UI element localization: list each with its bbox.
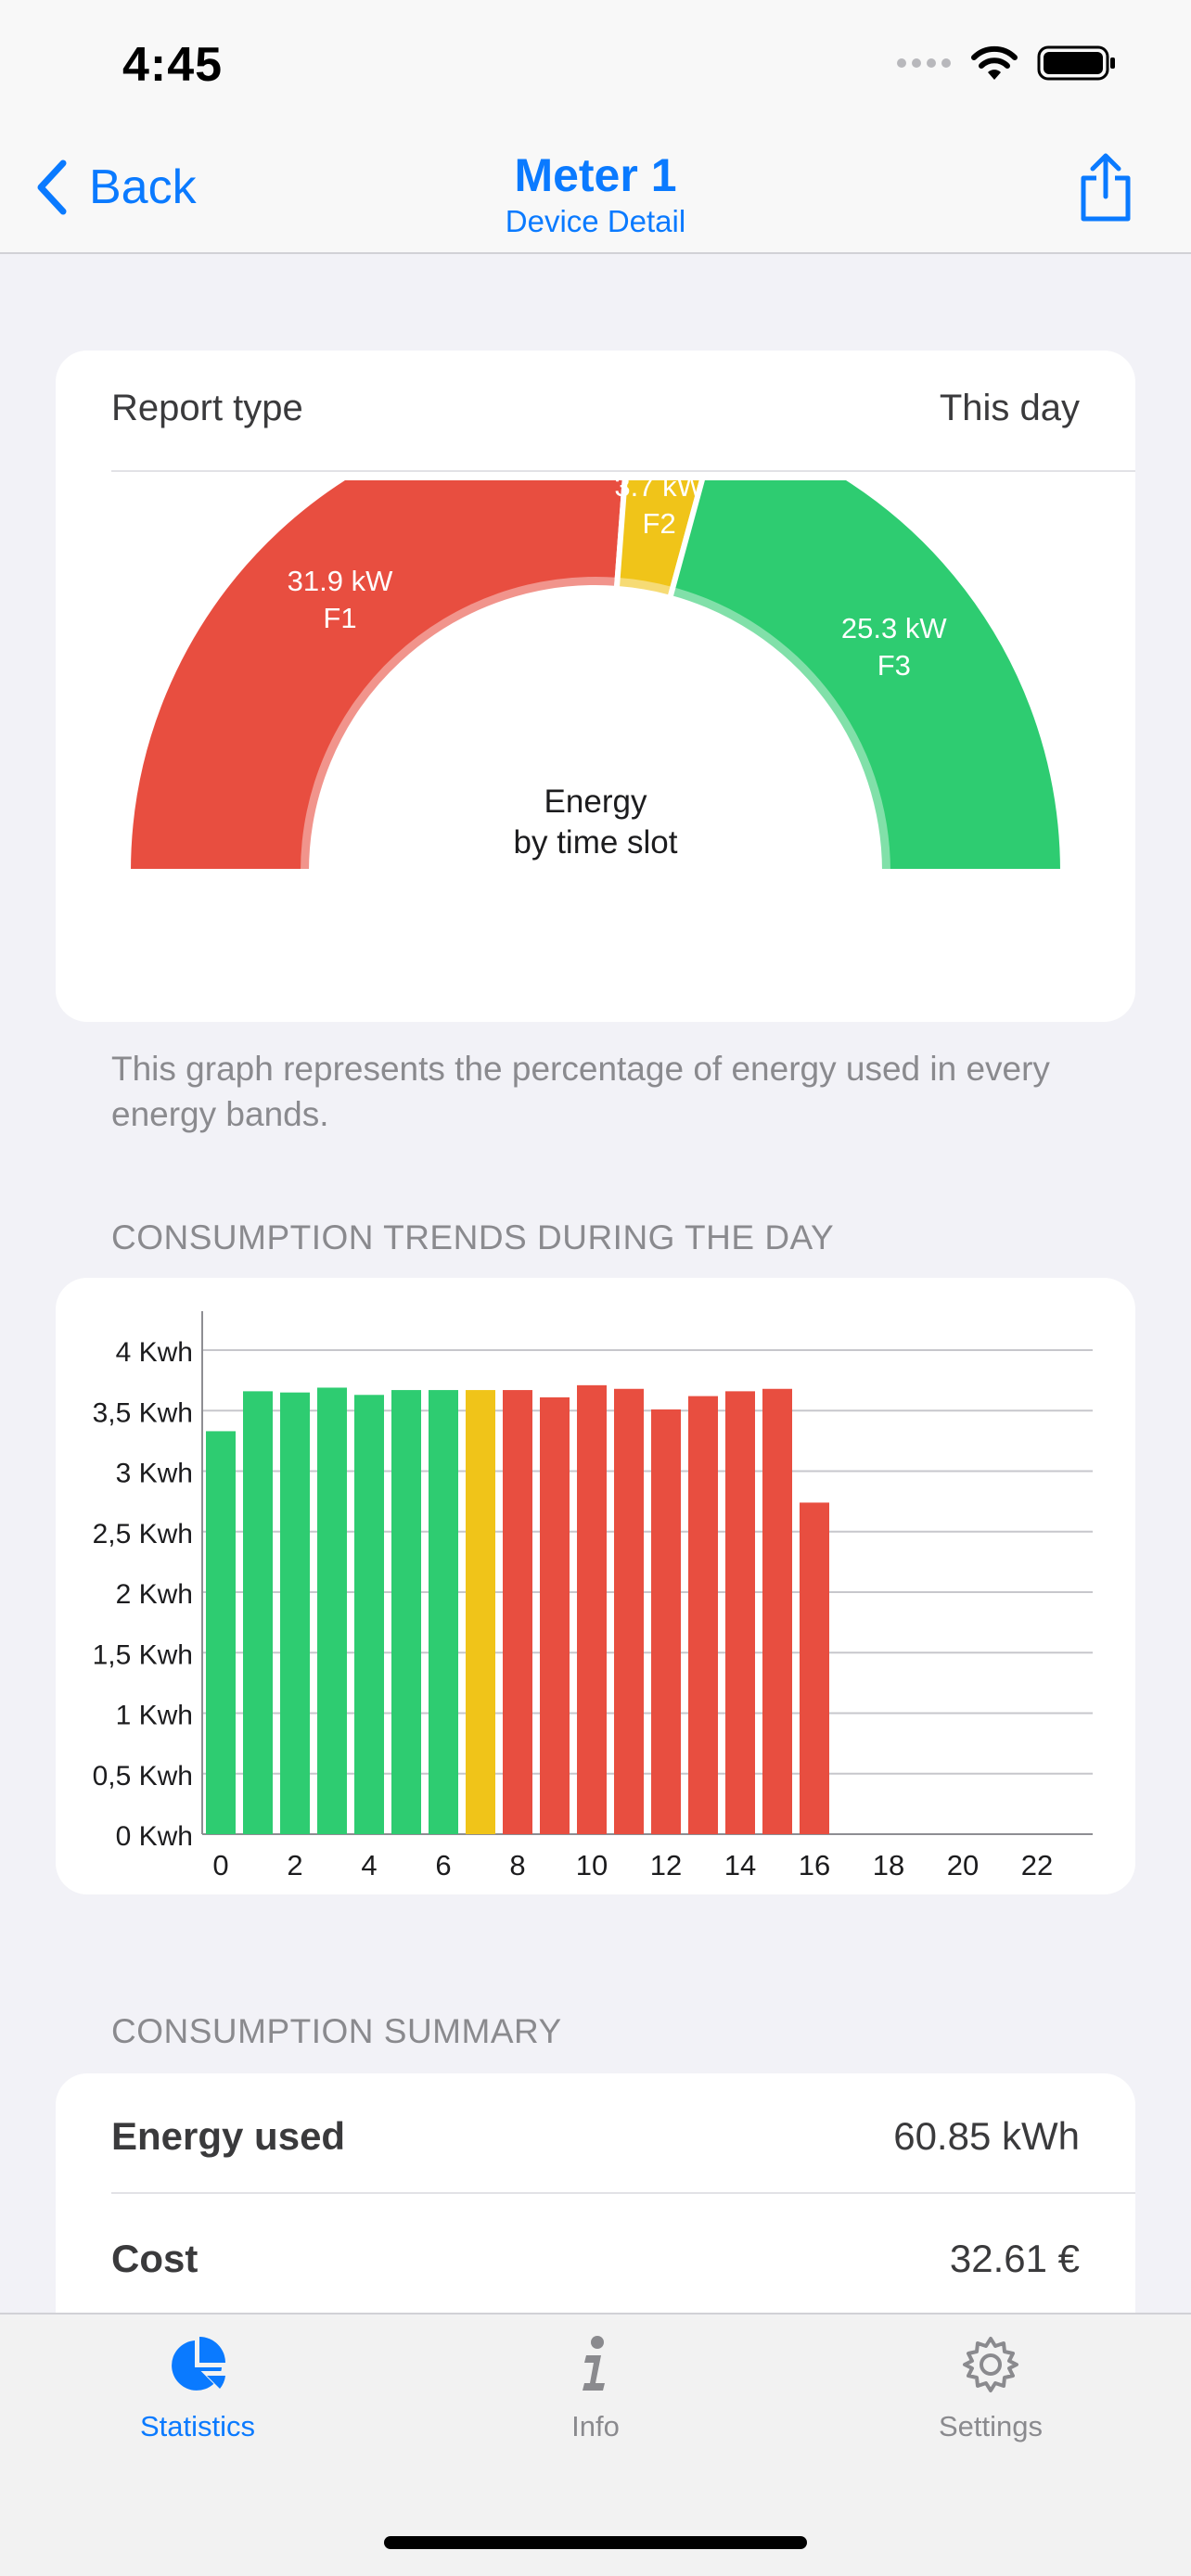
tab-statistics[interactable]: Statistics xyxy=(86,2335,309,2443)
consumption-bar xyxy=(466,1390,495,1834)
wifi-icon xyxy=(971,45,1018,80)
trend-card: 0 Kwh 0,5 Kwh 1 Kwh 1,5 Kwh 2 Kwh 2,5 Kwh 3 Kw… xyxy=(56,1278,1135,1894)
info-icon xyxy=(583,2336,605,2391)
consumption-bar xyxy=(206,1431,236,1834)
gauge-center-line-2: by time slot xyxy=(514,824,678,861)
gauge-value-label-f1: 31.9 kW xyxy=(288,565,393,597)
gauge-band-label-f1: F1 xyxy=(323,602,356,634)
report-divider xyxy=(111,470,1135,472)
report-card: Report type This day 31.9 kW F1 3.7 kW F2 25… xyxy=(56,351,1135,1022)
consumption-bar xyxy=(577,1384,607,1834)
report-type-label: Report type xyxy=(111,388,303,428)
summary-card: Energy used 60.85 kWh Cost 32.61 € xyxy=(56,2073,1135,2315)
x-tick-label: 14 xyxy=(724,1849,756,1881)
summary-row-cost: Cost 32.61 € xyxy=(111,2237,1080,2281)
gauge-slice-f3 xyxy=(666,480,1067,874)
tab-bar: Statistics Info Settings xyxy=(0,2313,1191,2576)
page-subtitle: Device Detail xyxy=(505,204,686,238)
share-button[interactable] xyxy=(1076,152,1135,227)
tab-statistics-label: Statistics xyxy=(139,2410,256,2442)
gauge-value-label-f3: 25.3 kW xyxy=(841,612,947,644)
consumption-bar xyxy=(280,1392,310,1834)
energy-gauge-chart: 31.9 kW F1 3.7 kW F2 25.3 kW F3 Energy by tim… xyxy=(124,480,1067,874)
tab-info[interactable]: Info xyxy=(484,2335,707,2443)
y-tick-label: 3 Kwh xyxy=(116,1459,193,1489)
consumption-bar xyxy=(391,1390,421,1834)
cost-label: Cost xyxy=(111,2237,198,2280)
home-indicator xyxy=(384,2536,807,2549)
consumption-bar xyxy=(800,1502,829,1834)
x-tick-label: 6 xyxy=(435,1849,451,1881)
navigation-bar: Back Meter 1 Device Detail xyxy=(0,130,1191,254)
gauge-band-label-f2: F2 xyxy=(643,507,676,540)
consumption-bar xyxy=(725,1391,755,1834)
consumption-bar xyxy=(540,1396,570,1834)
energy-used-label: Energy used xyxy=(111,2114,346,2158)
y-tick-label: 4 Kwh xyxy=(116,1337,193,1368)
gauge-inner-ring-f3 xyxy=(670,587,890,872)
tab-info-label: Info xyxy=(571,2410,620,2442)
trend-section-header: CONSUMPTION TRENDS DURING THE DAY xyxy=(111,1218,835,1256)
y-tick-label: 2,5 Kwh xyxy=(93,1519,193,1549)
report-type-row[interactable]: Report type This day xyxy=(111,388,1080,429)
x-tick-label: 18 xyxy=(873,1849,904,1881)
consumption-bar xyxy=(614,1388,644,1834)
y-tick-label: 3,5 Kwh xyxy=(93,1397,193,1428)
status-icons xyxy=(896,45,1117,82)
consumption-bar-chart: 0 Kwh 0,5 Kwh 1 Kwh 1,5 Kwh 2 Kwh 2,5 Kwh 3 Kw… xyxy=(93,1311,1093,1881)
tab-settings-label: Settings xyxy=(938,2410,1043,2442)
back-button[interactable]: Back xyxy=(33,158,197,217)
y-tick-label: 1,5 Kwh xyxy=(93,1639,193,1670)
gauge-band-label-f3: F3 xyxy=(877,649,911,682)
cellular-signal-icon xyxy=(897,58,951,68)
x-tick-label: 2 xyxy=(287,1849,302,1881)
consumption-bar xyxy=(688,1396,718,1834)
gauge-inner-ring-f2 xyxy=(616,577,673,598)
consumption-bar xyxy=(354,1395,384,1834)
y-tick-label: 0,5 Kwh xyxy=(93,1761,193,1792)
energy-used-value: 60.85 kWh xyxy=(893,2114,1080,2158)
y-tick-label: 2 Kwh xyxy=(116,1579,193,1610)
consumption-bar xyxy=(429,1390,458,1834)
consumption-bar xyxy=(651,1409,681,1834)
consumption-bar xyxy=(243,1391,273,1834)
page-title: Meter 1 xyxy=(514,149,677,201)
chevron-left-icon xyxy=(37,159,67,215)
gauge-center-line-1: Energy xyxy=(544,784,647,820)
gauge-slice-f1 xyxy=(124,480,628,874)
gauge-value-label-f2: 3.7 kW xyxy=(614,480,704,503)
consumption-bar xyxy=(503,1390,532,1834)
x-tick-label: 10 xyxy=(576,1849,608,1881)
x-tick-label: 20 xyxy=(947,1849,979,1881)
tab-settings[interactable]: Settings xyxy=(879,2335,1102,2443)
summary-section-header: CONSUMPTION SUMMARY xyxy=(111,2012,562,2050)
x-tick-label: 16 xyxy=(799,1849,830,1881)
gear-icon xyxy=(963,2337,1018,2392)
back-label: Back xyxy=(89,160,197,214)
y-tick-label: 1 Kwh xyxy=(116,1701,193,1731)
battery-icon xyxy=(1037,45,1115,81)
x-tick-label: 22 xyxy=(1021,1849,1053,1881)
cost-value: 32.61 € xyxy=(949,2237,1080,2280)
consumption-bar xyxy=(762,1388,792,1834)
x-tick-label: 12 xyxy=(650,1849,682,1881)
x-tick-label: 0 xyxy=(212,1849,228,1881)
summary-divider xyxy=(111,2192,1135,2194)
x-tick-label: 8 xyxy=(509,1849,525,1881)
share-icon xyxy=(1081,153,1131,222)
x-tick-label: 4 xyxy=(361,1849,377,1881)
report-type-value: This day xyxy=(939,388,1080,428)
summary-row-energy: Energy used 60.85 kWh xyxy=(111,2114,1080,2159)
status-bar: 4:45 xyxy=(0,0,1191,130)
consumption-bar xyxy=(317,1387,347,1834)
y-tick-label: 0 Kwh xyxy=(116,1821,193,1852)
status-time: 4:45 xyxy=(122,38,224,92)
pie-chart-icon xyxy=(172,2337,225,2391)
gauge-caption: This graph represents the percentage of … xyxy=(111,1050,1050,1133)
